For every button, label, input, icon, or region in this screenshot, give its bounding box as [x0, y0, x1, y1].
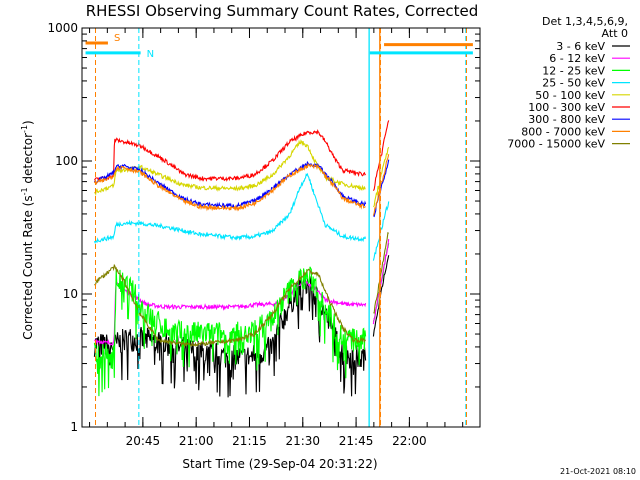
series-line: [93, 160, 367, 209]
x-tick-label: 21:45: [339, 434, 374, 448]
series-line: [372, 239, 390, 325]
legend-header: Det 1,3,4,5,6,9,: [542, 15, 628, 28]
legend-entry: 300 - 800 keV: [528, 113, 605, 126]
x-tick-label: 22:00: [392, 434, 427, 448]
legend-entry: 7000 - 15000 keV: [507, 138, 605, 151]
legend-entry: 12 - 25 keV: [542, 64, 605, 77]
legend-header: Att 0: [602, 27, 628, 40]
y-tick-label: 10: [63, 287, 78, 301]
legend-entry: 25 - 50 keV: [542, 77, 605, 90]
y-label-sup: -1: [20, 187, 29, 195]
x-tick-label: 21:15: [232, 434, 267, 448]
series-line: [93, 162, 366, 212]
series-line: [93, 172, 367, 245]
flag-label: N: [147, 49, 154, 60]
x-tick-label: 21:00: [179, 434, 214, 448]
x-tick-label: 20:45: [126, 434, 161, 448]
series-line: [372, 120, 390, 191]
axis-ticks: 1 10 100 1000 20:45 21:00 21:15 21:30 21:45 22:00: [47, 21, 480, 448]
series-line: [94, 280, 367, 346]
legend-entry: 100 - 300 keV: [528, 101, 605, 114]
y-tick-label: 1: [70, 420, 78, 434]
x-axis-label: Start Time (29-Sep-04 20:31:22): [182, 457, 377, 471]
series-line: [373, 231, 389, 314]
series-line: [93, 266, 367, 397]
y-label-suffix: ): [21, 120, 35, 125]
series-line: [372, 255, 390, 337]
chart-title: RHESSI Observing Summary Count Rates, Co…: [86, 2, 479, 20]
flag-label: S: [114, 33, 120, 44]
x-tick-label: 21:30: [285, 434, 320, 448]
legend-entry: 50 - 100 keV: [535, 89, 605, 102]
plot-frame: [81, 27, 481, 428]
y-tick-label: 1000: [47, 21, 78, 35]
plot-area: SN: [85, 28, 473, 427]
y-label-prefix: Corrected Count Rate (s: [21, 195, 35, 339]
y-label-sup2: -1: [20, 125, 29, 133]
y-axis-label: Corrected Count Rate (s-1 detector-1): [20, 120, 35, 339]
series-line: [94, 263, 366, 348]
y-tick-label: 100: [55, 154, 78, 168]
legend-entry: 6 - 12 keV: [549, 52, 605, 65]
legend-entry: 800 - 7000 keV: [521, 125, 605, 138]
legend-entry: 3 - 6 keV: [556, 40, 605, 53]
series-line: [93, 128, 367, 182]
y-label-mid: detector: [21, 133, 35, 188]
date-stamp: 21-Oct-2021 08:10: [560, 467, 636, 476]
